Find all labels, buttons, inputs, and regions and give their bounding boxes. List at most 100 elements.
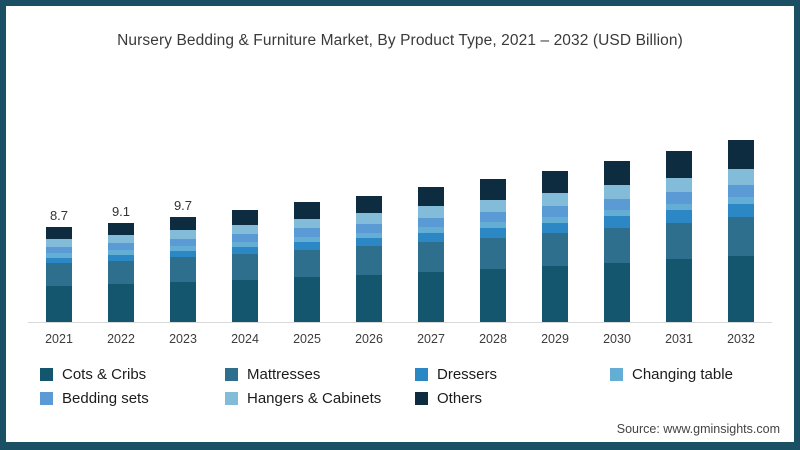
legend-swatch-icon xyxy=(610,368,623,381)
bar-total-label: 9.7 xyxy=(173,197,193,213)
x-tick-2021: 2021 xyxy=(45,332,73,346)
bar-segment-dressers xyxy=(542,222,568,234)
bar-segment-mattresses xyxy=(294,249,320,278)
bar-column-2028 xyxy=(462,160,524,322)
bar-segment-bedding-sets xyxy=(170,238,196,247)
bar-segment-bedding-sets xyxy=(604,198,630,211)
bar-segment-cots-cribs xyxy=(294,277,320,322)
bar-segment-changing-table xyxy=(356,232,382,239)
bars-row: 8.7 9.1 9.7 xyxy=(28,104,772,323)
legend-swatch-icon xyxy=(40,392,53,405)
bar-segment-bedding-sets xyxy=(108,243,134,251)
bar-column-2023: 9.7 xyxy=(152,198,214,322)
legend-label: Dressers xyxy=(437,366,498,383)
bar-segment-changing-table xyxy=(728,197,754,204)
bar-segment-mattresses xyxy=(232,253,258,280)
bar-segment-hangers-cabinets xyxy=(108,235,134,244)
bar-segment-changing-table xyxy=(604,210,630,217)
bar-segment-others xyxy=(604,160,630,186)
bar-column-2021: 8.7 xyxy=(28,208,90,322)
bar-segment-changing-table xyxy=(108,250,134,256)
bar-segment-hangers-cabinets xyxy=(170,230,196,239)
bar-segment-hangers-cabinets xyxy=(728,169,754,185)
bar-segment-bedding-sets xyxy=(356,223,382,233)
bar-segment-mattresses xyxy=(170,257,196,283)
bar-segment-dressers xyxy=(604,216,630,228)
bar-segment-others xyxy=(46,227,72,239)
bar-segment-hangers-cabinets xyxy=(542,193,568,207)
bar-segment-cots-cribs xyxy=(418,271,444,322)
x-tick-2028: 2028 xyxy=(479,332,507,346)
bar-2022 xyxy=(108,222,134,322)
bar-segment-mattresses xyxy=(356,246,382,275)
bar-segment-others xyxy=(728,139,754,170)
bar-column-2022: 9.1 xyxy=(90,204,152,322)
bar-segment-mattresses xyxy=(542,233,568,267)
bar-2027 xyxy=(418,186,444,322)
source-credit: Source: www.gminsights.com xyxy=(616,422,780,436)
x-tick-2032: 2032 xyxy=(727,332,755,346)
bar-segment-bedding-sets xyxy=(46,246,72,254)
legend-item-changing-table: Changing table xyxy=(610,366,794,383)
legend-item-cots-cribs: Cots & Cribs xyxy=(40,366,225,383)
bar-segment-mattresses xyxy=(108,260,134,285)
bar-segment-cots-cribs xyxy=(666,259,692,322)
bar-segment-bedding-sets xyxy=(294,228,320,237)
bar-segment-bedding-sets xyxy=(542,206,568,217)
bar-segment-hangers-cabinets xyxy=(356,213,382,224)
bar-segment-others xyxy=(480,179,506,201)
bar-column-2031 xyxy=(648,132,710,322)
bar-2031 xyxy=(666,150,692,322)
bar-2025 xyxy=(294,202,320,322)
bar-segment-dressers xyxy=(728,203,754,218)
bar-segment-hangers-cabinets xyxy=(46,238,72,247)
bar-2023 xyxy=(170,216,196,322)
bar-segment-others xyxy=(666,150,692,178)
x-tick-2031: 2031 xyxy=(665,332,693,346)
page-title: Nursery Bedding & Furniture Market, By P… xyxy=(117,32,683,49)
bar-segment-bedding-sets xyxy=(728,184,754,198)
bar-column-2029 xyxy=(524,152,586,322)
bar-segment-hangers-cabinets xyxy=(604,185,630,199)
bar-segment-others xyxy=(542,170,568,194)
bar-segment-hangers-cabinets xyxy=(666,177,692,193)
bar-segment-dressers xyxy=(666,210,692,223)
bar-segment-mattresses xyxy=(604,227,630,263)
bar-segment-changing-table xyxy=(294,236,320,243)
bar-segment-bedding-sets xyxy=(666,192,692,205)
x-tick-2023: 2023 xyxy=(169,332,197,346)
legend-item-bedding-sets: Bedding sets xyxy=(40,390,225,407)
x-tick-2022: 2022 xyxy=(107,332,135,346)
stacked-bar-chart: 8.7 9.1 9.7 2021 2022 2023 2024 2025 2026 2027 20… xyxy=(28,104,772,346)
bar-2030 xyxy=(604,160,630,322)
x-axis: 2021 2022 2023 2024 2025 2026 2027 2028 2029 2030… xyxy=(28,323,772,346)
bar-segment-dressers xyxy=(46,257,72,264)
bar-segment-changing-table xyxy=(542,216,568,223)
bar-segment-cots-cribs xyxy=(542,266,568,322)
bar-segment-others xyxy=(294,202,320,219)
bar-segment-dressers xyxy=(294,242,320,250)
bar-segment-cots-cribs xyxy=(232,279,258,322)
bar-segment-mattresses xyxy=(46,263,72,286)
legend: Cots & Cribs Mattresses Dressers Changing t… xyxy=(40,366,794,407)
bar-segment-cots-cribs xyxy=(604,262,630,322)
bar-2021 xyxy=(46,227,72,322)
bar-column-2025 xyxy=(276,183,338,322)
x-tick-2026: 2026 xyxy=(355,332,383,346)
x-tick-2027: 2027 xyxy=(417,332,445,346)
bar-column-2032 xyxy=(710,121,772,322)
legend-item-dressers: Dressers xyxy=(415,366,610,383)
x-tick-2029: 2029 xyxy=(541,332,569,346)
legend-label: Others xyxy=(437,390,483,407)
bar-segment-hangers-cabinets xyxy=(232,224,258,235)
x-tick-2024: 2024 xyxy=(231,332,259,346)
bar-segment-dressers xyxy=(232,246,258,254)
bar-segment-bedding-sets xyxy=(232,234,258,242)
bar-segment-dressers xyxy=(170,251,196,258)
bar-segment-others xyxy=(356,195,382,214)
bar-2029 xyxy=(542,170,568,322)
bar-segment-changing-table xyxy=(46,253,72,258)
bar-column-2026 xyxy=(338,177,400,322)
bar-segment-hangers-cabinets xyxy=(480,200,506,213)
